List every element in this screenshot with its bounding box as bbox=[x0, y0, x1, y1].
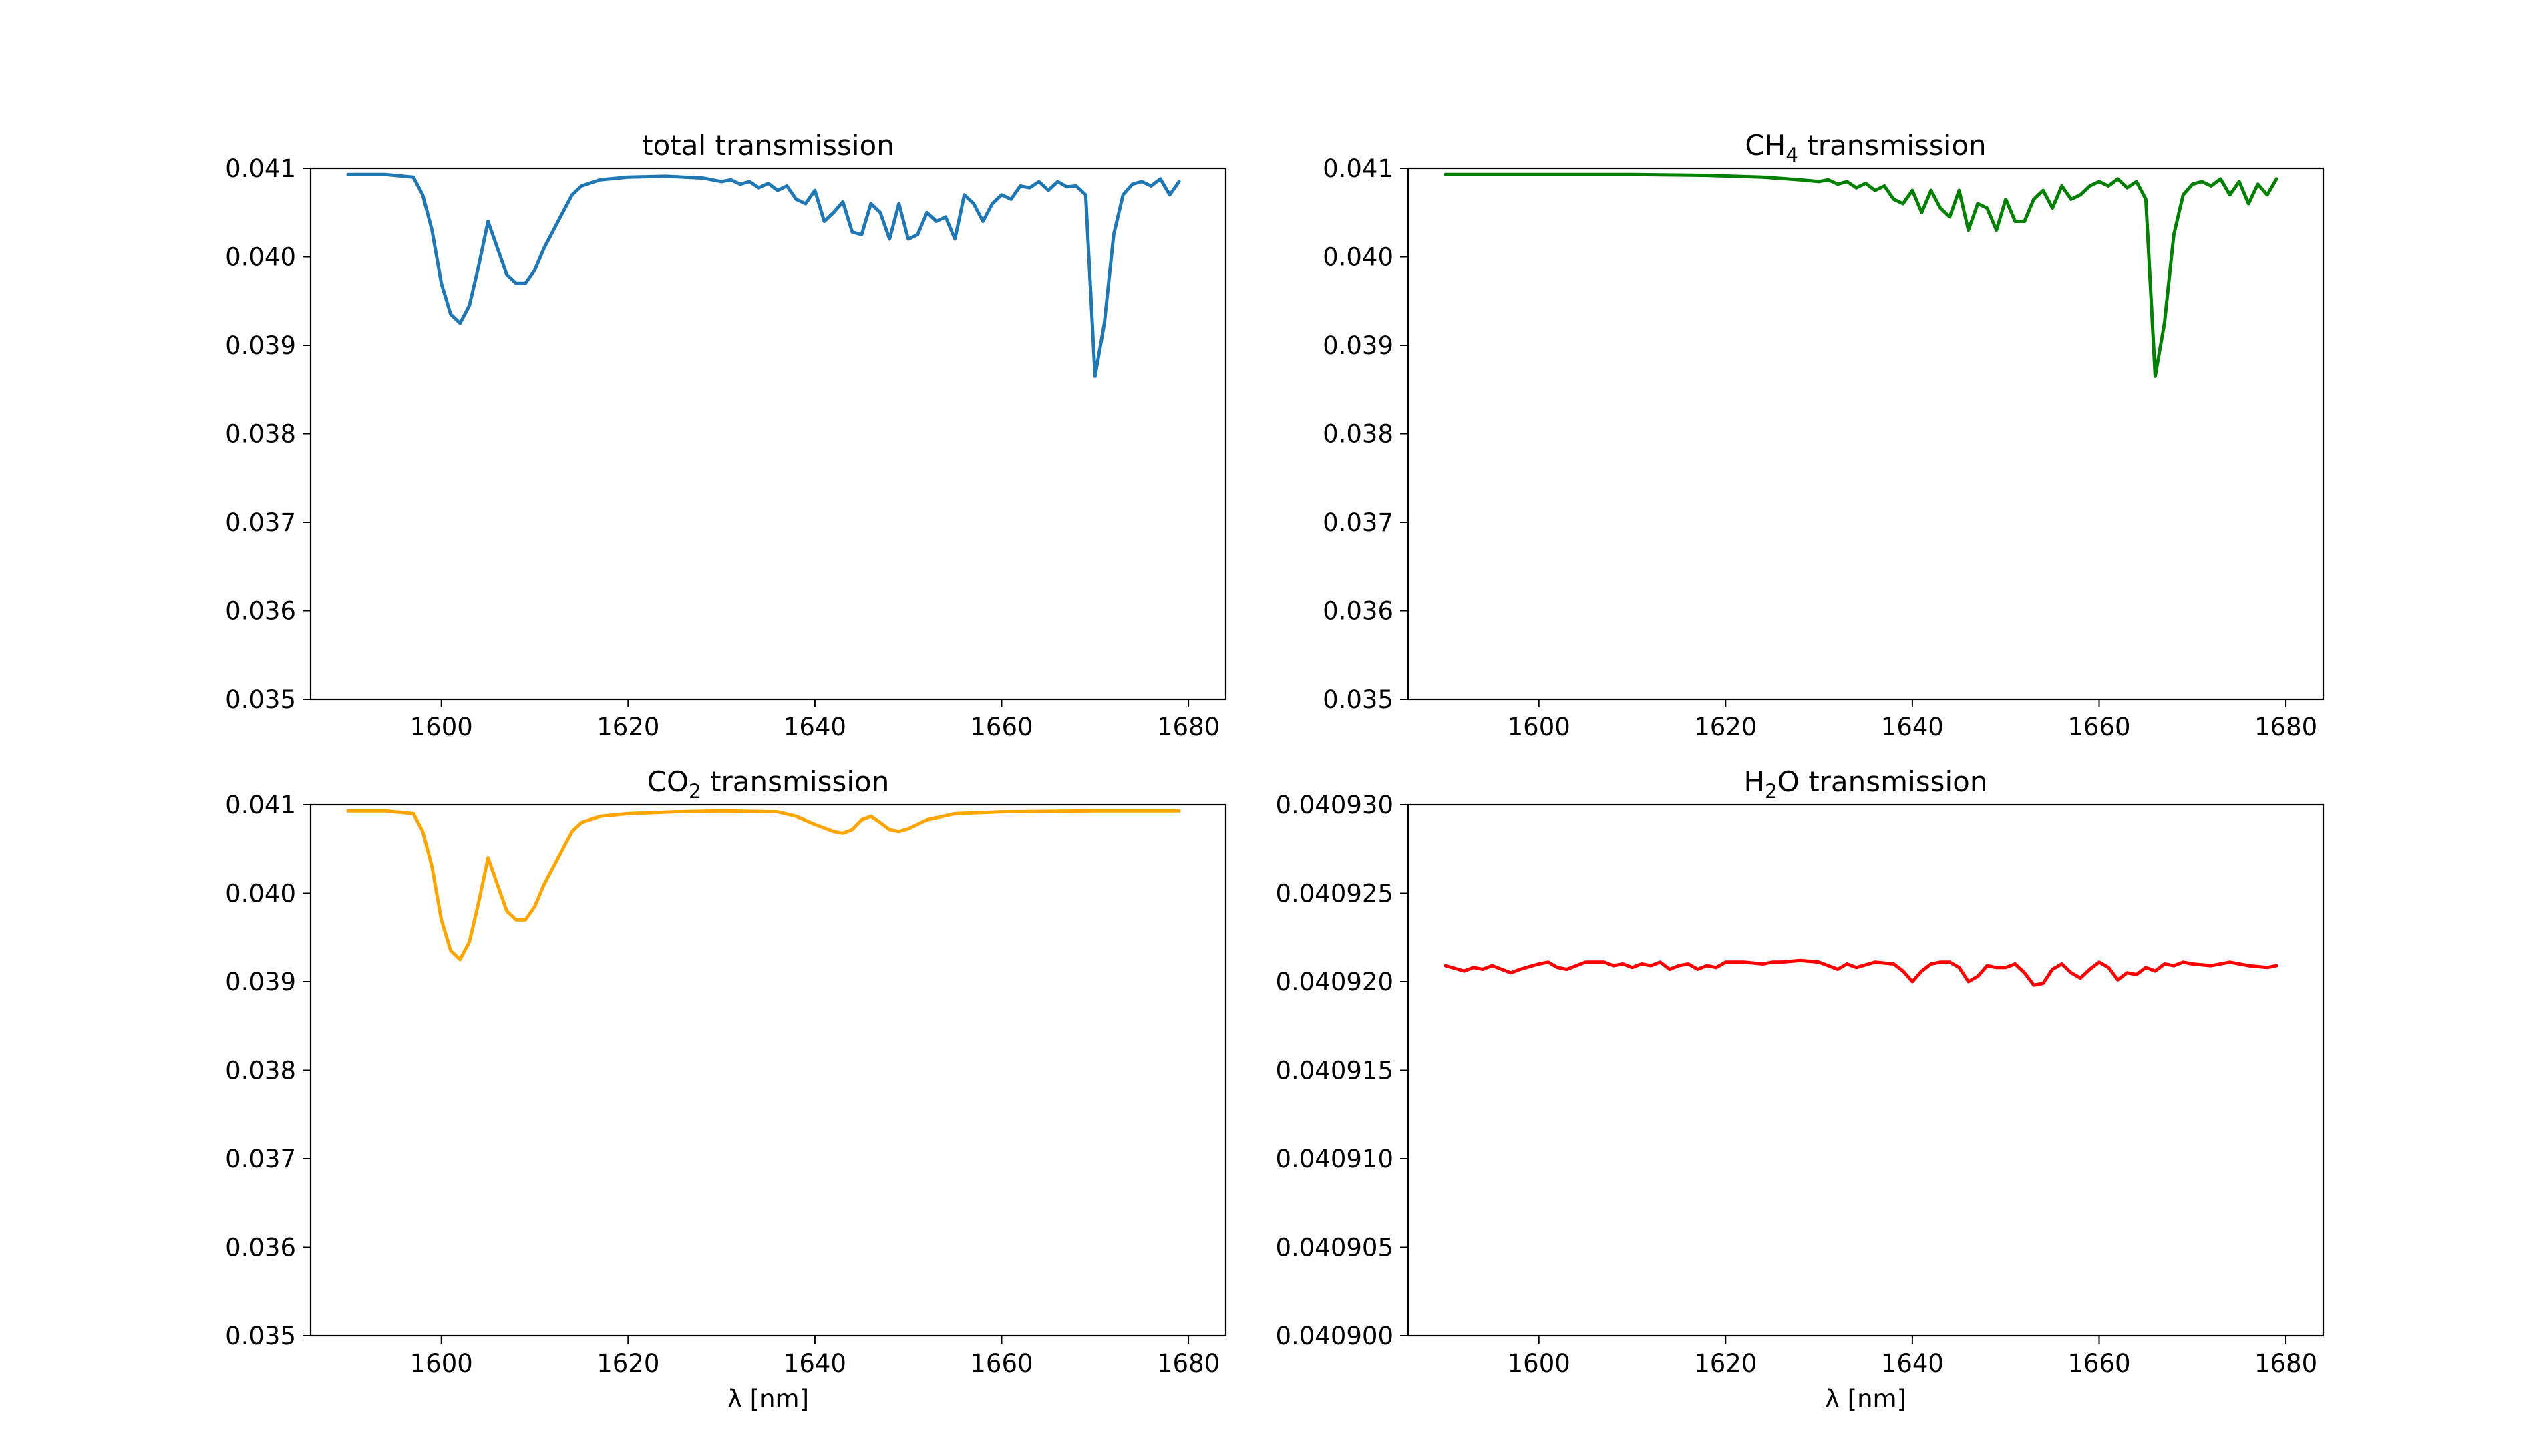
chart-title: H2O transmission bbox=[1743, 765, 1987, 803]
x-tick-label: 1680 bbox=[2254, 713, 2317, 741]
chart-panel-4: 1600 1620 1640 1660 1680 0.040900 0.040905 0.04… bbox=[1275, 765, 2325, 1413]
chart-title-text: O transmission bbox=[1777, 765, 1988, 798]
y-tick-label: 0.036 bbox=[225, 597, 296, 626]
chart-title-subscript: 2 bbox=[1765, 780, 1777, 803]
x-tick-label: 1660 bbox=[970, 1349, 1033, 1378]
x-tick-label: 1620 bbox=[597, 1349, 659, 1378]
series-line bbox=[1444, 958, 2278, 987]
x-tick-label: 1600 bbox=[410, 1349, 473, 1378]
x-tick-label: 1600 bbox=[1508, 713, 1570, 741]
y-tick-label: 0.036 bbox=[225, 1234, 296, 1262]
y-tick-label: 0.039 bbox=[1323, 331, 1393, 360]
y-tick-label: 0.039 bbox=[225, 331, 296, 360]
axes-frame bbox=[309, 803, 1227, 1337]
y-tick-label: 0.040 bbox=[225, 880, 296, 908]
y-tick-label: 0.037 bbox=[1323, 508, 1393, 537]
chart-title-text: total transmission bbox=[642, 129, 894, 162]
y-tick-label: 0.040925 bbox=[1275, 880, 1393, 908]
y-tick-label: 0.040905 bbox=[1275, 1234, 1393, 1262]
x-tick-label: 1620 bbox=[1694, 1349, 1757, 1378]
chart-panel-2: 1600 1620 1640 1660 1680 0.035 0.036 0.037 0.038… bbox=[1323, 129, 2325, 741]
chart-title: CH4 transmission bbox=[1745, 129, 1986, 166]
x-tick-label: 1640 bbox=[1881, 1349, 1944, 1378]
x-tick-label: 1680 bbox=[1157, 1349, 1220, 1378]
y-tick-label: 0.040910 bbox=[1275, 1145, 1393, 1173]
y-tick-label: 0.035 bbox=[225, 685, 296, 714]
y-tick-label: 0.038 bbox=[1323, 420, 1393, 449]
y-tick-label: 0.035 bbox=[1323, 685, 1393, 714]
x-tick-label: 1640 bbox=[784, 713, 846, 741]
x-tick-label: 1660 bbox=[970, 713, 1033, 741]
chart-title-text: CO bbox=[647, 765, 689, 798]
axes-frame bbox=[1407, 167, 2325, 701]
chart-panel-3: 1600 1620 1640 1660 1680 0.035 0.036 0.037 0.038… bbox=[225, 765, 1227, 1413]
y-tick-label: 0.041 bbox=[225, 154, 296, 183]
y-tick-label: 0.040 bbox=[225, 243, 296, 272]
chart-title-subscript: 4 bbox=[1786, 144, 1798, 166]
x-tick-label: 1620 bbox=[1694, 713, 1757, 741]
y-tick-label: 0.040930 bbox=[1275, 791, 1393, 820]
x-tick-label: 1620 bbox=[597, 713, 659, 741]
x-tick-label: 1600 bbox=[1508, 1349, 1570, 1378]
series-line bbox=[346, 809, 1181, 962]
y-tick-label: 0.041 bbox=[1323, 154, 1393, 183]
x-tick-label: 1660 bbox=[2067, 713, 2130, 741]
x-tick-label: 1640 bbox=[784, 1349, 846, 1378]
chart-title: total transmission bbox=[642, 129, 894, 162]
x-axis-label: λ [nm] bbox=[727, 1385, 809, 1413]
chart-panel-1: 1600 1620 1640 1660 1680 0.035 0.036 0.037 0.038… bbox=[225, 129, 1227, 741]
y-tick-label: 0.040920 bbox=[1275, 968, 1393, 996]
chart-title: CO2 transmission bbox=[647, 765, 890, 803]
x-tick-label: 1600 bbox=[410, 713, 473, 741]
axes-frame bbox=[1407, 803, 2325, 1337]
x-axis-label: λ [nm] bbox=[1825, 1385, 1906, 1413]
y-tick-label: 0.040915 bbox=[1275, 1057, 1393, 1085]
y-tick-label: 0.037 bbox=[225, 1145, 296, 1173]
y-tick-label: 0.041 bbox=[225, 791, 296, 820]
chart-title-text: transmission bbox=[1798, 129, 1987, 162]
y-tick-label: 0.038 bbox=[225, 420, 296, 449]
chart-title-text: CH bbox=[1745, 129, 1786, 162]
chart-title-text: H bbox=[1743, 765, 1765, 798]
x-tick-label: 1680 bbox=[1157, 713, 1220, 741]
series-line bbox=[1444, 172, 2278, 378]
chart-title-text: transmission bbox=[701, 765, 890, 798]
x-tick-label: 1640 bbox=[1881, 713, 1944, 741]
y-tick-label: 0.036 bbox=[1323, 597, 1393, 626]
y-tick-label: 0.037 bbox=[225, 508, 296, 537]
y-tick-label: 0.038 bbox=[225, 1057, 296, 1085]
y-tick-label: 0.039 bbox=[225, 968, 296, 996]
y-tick-label: 0.040900 bbox=[1275, 1322, 1393, 1350]
series-line bbox=[346, 172, 1181, 378]
y-tick-label: 0.035 bbox=[225, 1322, 296, 1350]
y-tick-label: 0.040 bbox=[1323, 243, 1393, 272]
chart-title-subscript: 2 bbox=[689, 780, 701, 803]
x-tick-label: 1680 bbox=[2254, 1349, 2317, 1378]
x-tick-label: 1660 bbox=[2067, 1349, 2130, 1378]
